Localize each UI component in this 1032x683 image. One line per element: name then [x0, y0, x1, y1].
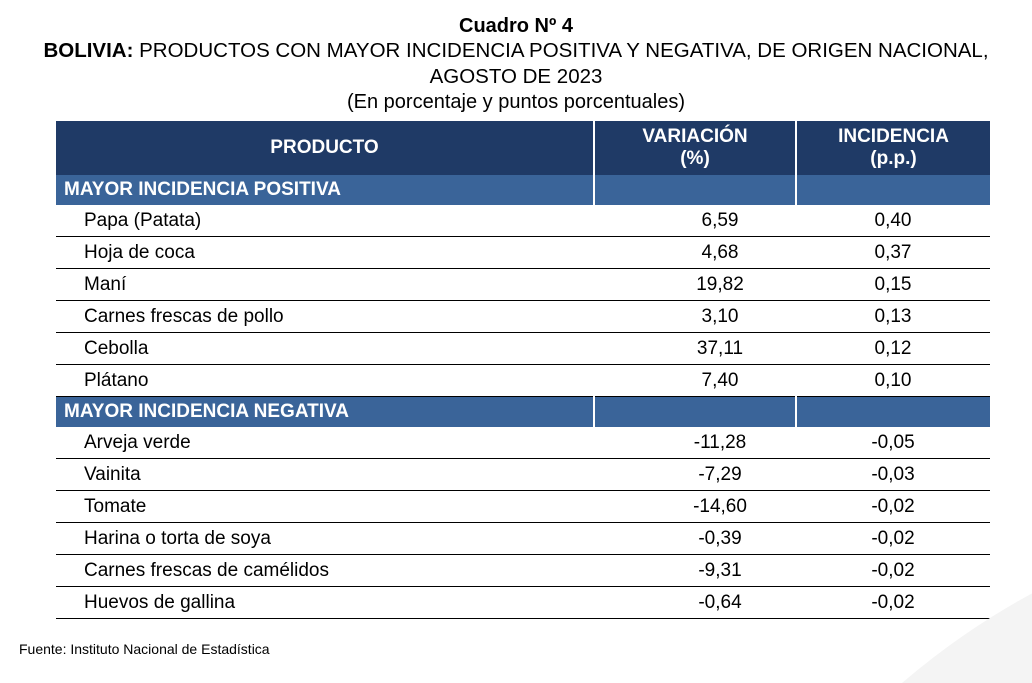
header-variacion-label: VARIACIÓN [642, 126, 748, 147]
incidencia-cell: 0,13 [796, 300, 990, 333]
variacion-cell: 6,59 [594, 205, 796, 237]
table-row: Huevos de gallina -0,64 -0,02 [56, 586, 990, 619]
producto-cell: Huevos de gallina [56, 586, 594, 619]
data-table: PRODUCTO VARIACIÓN (%) INCIDENCIA (p.p.) M… [56, 121, 990, 619]
table-number: Cuadro Nº 4 [459, 15, 573, 37]
table-row: Cebolla 37,11 0,12 [56, 332, 990, 365]
section-empty-cell [594, 396, 797, 427]
header-incidencia-label: INCIDENCIA [838, 126, 949, 147]
producto-cell: Carnes frescas de camélidos [56, 554, 594, 587]
title-block: Cuadro Nº 4 BOLIVIA: PRODUCTOS CON MAYOR… [0, 14, 1032, 114]
section-label: MAYOR INCIDENCIA NEGATIVA [56, 396, 595, 427]
variacion-cell: -7,29 [594, 458, 796, 491]
table-title: BOLIVIA: PRODUCTOS CON MAYOR INCIDENCIA … [16, 38, 1016, 90]
table-row: Maní 19,82 0,15 [56, 268, 990, 301]
section-empty-cell [796, 396, 990, 427]
producto-cell: Harina o torta de soya [56, 522, 594, 555]
incidencia-cell: 0,12 [796, 332, 990, 365]
incidencia-cell: 0,10 [796, 364, 990, 397]
table-subtitle: (En porcentaje y puntos porcentuales) [347, 91, 685, 113]
table-row: Vainita -7,29 -0,03 [56, 458, 990, 491]
incidencia-cell: -0,03 [796, 458, 990, 491]
table-row: Plátano 7,40 0,10 [56, 364, 990, 397]
title-text: PRODUCTOS CON MAYOR INCIDENCIA POSITIVA … [133, 39, 989, 88]
table-row: Hoja de coca 4,68 0,37 [56, 236, 990, 269]
producto-cell: Plátano [56, 364, 594, 397]
section-empty-cell [796, 175, 990, 205]
header-producto: PRODUCTO [56, 121, 595, 175]
table-row: Carnes frescas de camélidos -9,31 -0,02 [56, 554, 990, 587]
producto-cell: Hoja de coca [56, 236, 594, 269]
incidencia-cell: -0,02 [796, 554, 990, 587]
incidencia-cell: -0,05 [796, 427, 990, 459]
table-row: Tomate -14,60 -0,02 [56, 490, 990, 523]
title-country: BOLIVIA: [43, 39, 134, 62]
variacion-cell: 4,68 [594, 236, 796, 269]
variacion-cell: -11,28 [594, 427, 796, 459]
variacion-cell: -0,64 [594, 586, 796, 619]
variacion-cell: 7,40 [594, 364, 796, 397]
decorative-swoosh [902, 593, 1032, 683]
section-label: MAYOR INCIDENCIA POSITIVA [56, 175, 595, 205]
incidencia-cell: 0,37 [796, 236, 990, 269]
table-body: MAYOR INCIDENCIA POSITIVA Papa (Patata) 6,… [56, 175, 990, 619]
producto-cell: Carnes frescas de pollo [56, 300, 594, 333]
table-row: Arveja verde -11,28 -0,05 [56, 427, 990, 459]
variacion-cell: 3,10 [594, 300, 796, 333]
header-variacion-unit: (%) [680, 148, 710, 169]
table-row: Harina o torta de soya -0,39 -0,02 [56, 522, 990, 555]
variacion-cell: -9,31 [594, 554, 796, 587]
producto-cell: Papa (Patata) [56, 205, 594, 237]
producto-cell: Arveja verde [56, 427, 594, 459]
incidencia-cell: 0,15 [796, 268, 990, 301]
table-row: Carnes frescas de pollo 3,10 0,13 [56, 300, 990, 333]
table-row: Papa (Patata) 6,59 0,40 [56, 205, 990, 237]
producto-cell: Tomate [56, 490, 594, 523]
variacion-cell: -14,60 [594, 490, 796, 523]
section-row-positive: MAYOR INCIDENCIA POSITIVA [56, 175, 990, 205]
header-incidencia: INCIDENCIA (p.p.) [796, 121, 990, 175]
section-empty-cell [594, 175, 797, 205]
producto-cell: Vainita [56, 458, 594, 491]
variacion-cell: 19,82 [594, 268, 796, 301]
incidencia-cell: 0,40 [796, 205, 990, 237]
producto-cell: Maní [56, 268, 594, 301]
variacion-cell: -0,39 [594, 522, 796, 555]
incidencia-cell: -0,02 [796, 490, 990, 523]
variacion-cell: 37,11 [594, 332, 796, 365]
header-variacion: VARIACIÓN (%) [594, 121, 797, 175]
producto-cell: Cebolla [56, 332, 594, 365]
incidencia-cell: -0,02 [796, 522, 990, 555]
incidencia-cell: -0,02 [796, 586, 990, 619]
source-note: Fuente: Instituto Nacional de Estadístic… [19, 641, 270, 657]
section-row-negative: MAYOR INCIDENCIA NEGATIVA [56, 396, 990, 427]
header-row: PRODUCTO VARIACIÓN (%) INCIDENCIA (p.p.) [56, 121, 990, 175]
header-incidencia-unit: (p.p.) [870, 148, 917, 169]
